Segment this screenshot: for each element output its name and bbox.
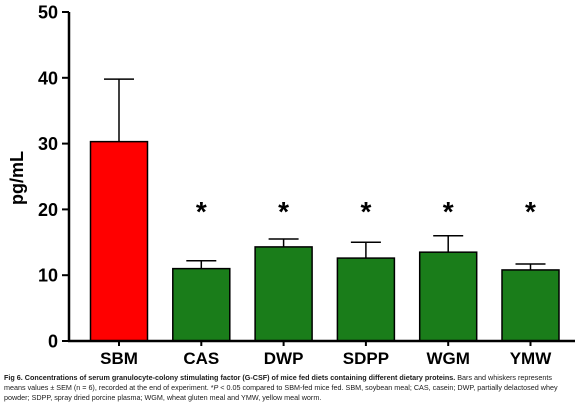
significance-marker-sdpp: * [360, 196, 371, 227]
x-tick-label-dwp: DWP [264, 349, 304, 368]
x-tick-label-ymw: YMW [510, 349, 553, 368]
y-tick-label-40: 40 [38, 68, 58, 88]
significance-marker-wgm: * [443, 196, 454, 227]
bar-wgm [418, 251, 478, 342]
axes-layer [62, 11, 575, 346]
significance-marker-ymw: * [525, 196, 536, 227]
caption-text-italic-p: P [213, 383, 219, 392]
significance-layer: * * * * * [196, 196, 536, 227]
bar-sdpp [336, 257, 396, 342]
caption-title: Fig 6. Concentrations of serum granulocy… [4, 373, 456, 382]
y-tick-label-20: 20 [38, 200, 58, 220]
y-axis-label: pg/mL [7, 151, 27, 205]
x-tick-label-cas: CAS [183, 349, 219, 368]
bar-chart: SBM CAS DWP SDPP WGM YMW 0 10 20 30 40 50 * * * * * pg/… [7, 3, 575, 369]
y-tick-label-30: 30 [38, 134, 58, 154]
significance-marker-cas: * [196, 196, 207, 227]
y-tick-label-10: 10 [38, 266, 58, 286]
figure-caption: Fig 6. Concentrations of serum granulocy… [4, 373, 575, 403]
labels-layer: SBM CAS DWP SDPP WGM YMW 0 10 20 30 40 50 [38, 3, 552, 369]
y-tick-label-0: 0 [48, 332, 58, 352]
x-tick-label-wgm: WGM [426, 349, 469, 368]
caption-text-part-2: < 0.05 compared to SBM-fed mice fed. SBM… [4, 383, 558, 402]
x-tick-label-sbm: SBM [100, 349, 138, 368]
bar-dwp [254, 246, 313, 342]
bar-sbm [89, 140, 149, 342]
caption-text-part-1: Bars and whiskers represents means value… [4, 373, 552, 392]
error-bars-layer [104, 78, 546, 270]
bar-cas [172, 267, 231, 342]
y-tick-label-50: 50 [38, 3, 58, 23]
bar-ymw [501, 269, 560, 342]
x-tick-label-sdpp: SDPP [343, 349, 389, 368]
significance-marker-dwp: * [278, 196, 289, 227]
bars-layer [89, 140, 560, 342]
